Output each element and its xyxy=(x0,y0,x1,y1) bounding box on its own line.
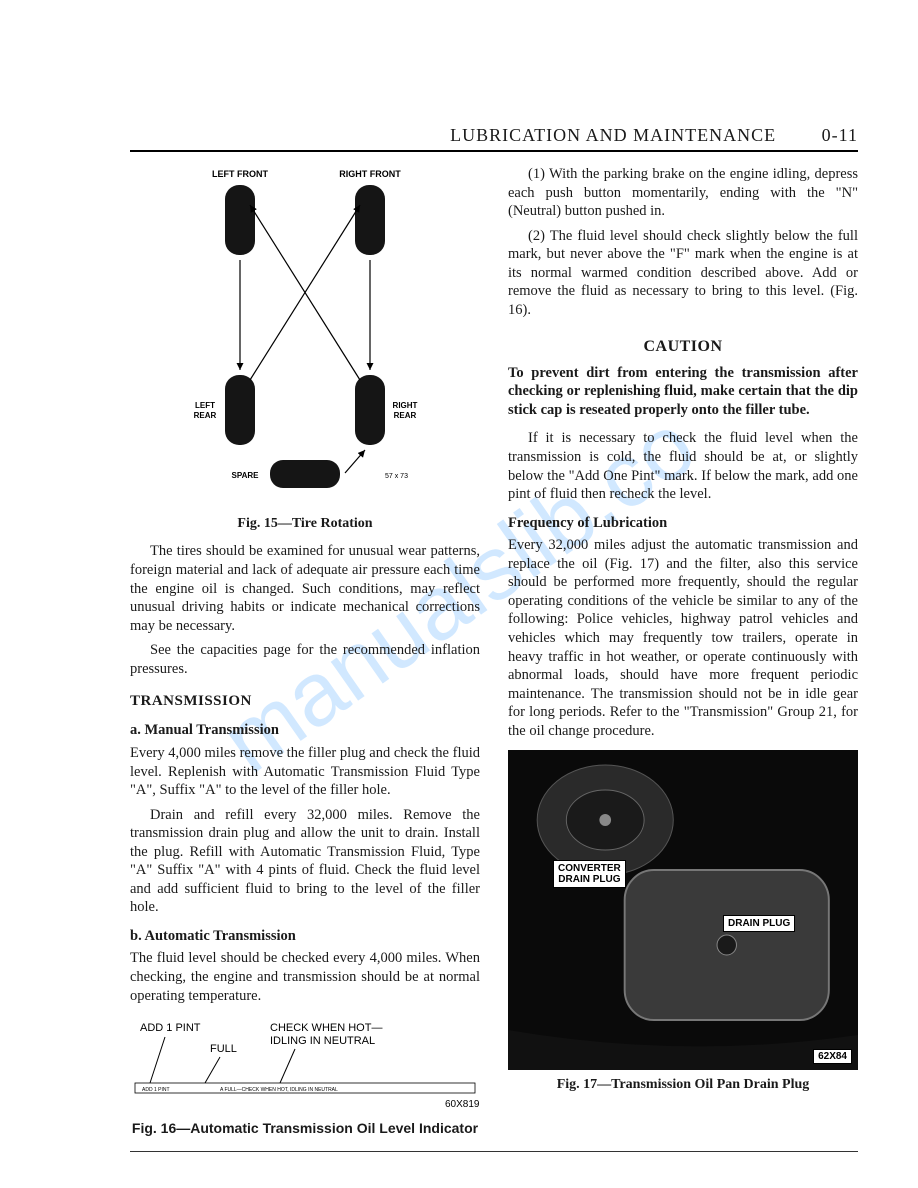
right-p1: (1) With the parking brake on the engine… xyxy=(508,165,858,221)
label-rf: RIGHT FRONT xyxy=(339,169,401,179)
fig17-code: 62X84 xyxy=(813,1049,852,1064)
label-lr2: REAR xyxy=(194,411,217,420)
label-rr2: REAR xyxy=(394,411,417,420)
heading-frequency: Frequency of Lubrication xyxy=(508,514,858,533)
tire-lf xyxy=(225,185,255,255)
leader-check xyxy=(280,1049,295,1083)
label-full: FULL xyxy=(210,1043,237,1055)
right-p2: (2) The fluid level should check slightl… xyxy=(508,227,858,320)
leader-add xyxy=(150,1037,165,1083)
label-lf: LEFT FRONT xyxy=(212,169,268,179)
label-lr1: LEFT xyxy=(195,401,215,410)
label-spare: SPARE xyxy=(232,471,260,480)
fig15: LEFT FRONT RIGHT FRONT LEFT xyxy=(130,165,480,532)
label-add: ADD 1 PINT xyxy=(140,1022,201,1034)
page: manualslib.co LUBRICATION AND MAINTENANC… xyxy=(0,0,918,1188)
left-p4: Drain and refill every 32,000 miles. Rem… xyxy=(130,806,480,917)
leader-full xyxy=(205,1057,220,1083)
oil-pan-illustration xyxy=(508,750,858,1070)
stick-text-left: ADD 1 PINT xyxy=(142,1087,170,1093)
fig17-photo: CONVERTERDRAIN PLUG DRAIN PLUG 62X84 xyxy=(508,750,858,1070)
label-rr1: RIGHT xyxy=(393,401,418,410)
page-number: 0-11 xyxy=(822,125,858,146)
fig17-caption: Fig. 17—Transmission Oil Pan Drain Plug xyxy=(508,1076,858,1094)
header-title: LUBRICATION AND MAINTENANCE xyxy=(450,125,776,146)
stick-text-mid: A FULL—CHECK WHEN HOT, IDLING IN NEUTRAL xyxy=(220,1087,338,1093)
fig16-caption: Fig. 16—Automatic Transmission Oil Level… xyxy=(130,1120,480,1138)
left-p2: See the capacities page for the recommen… xyxy=(130,641,480,678)
heading-manual: a. Manual Transmission xyxy=(130,721,480,740)
tire-lr xyxy=(225,375,255,445)
caution-heading: CAUTION xyxy=(508,337,858,357)
footer-rule xyxy=(130,1151,858,1152)
left-p1: The tires should be examined for unusual… xyxy=(130,542,480,635)
right-p4: Every 32,000 miles adjust the automatic … xyxy=(508,536,858,740)
heading-auto: b. Automatic Transmission xyxy=(130,927,480,946)
right-column: (1) With the parking brake on the engine… xyxy=(508,165,858,1138)
right-p3: If it is necessary to check the fluid le… xyxy=(508,429,858,503)
left-column: LEFT FRONT RIGHT FRONT LEFT xyxy=(130,165,480,1138)
arrow-spare-rr xyxy=(345,450,365,473)
columns: LEFT FRONT RIGHT FRONT LEFT xyxy=(130,165,858,1138)
label-drain: DRAIN PLUG xyxy=(723,915,795,932)
tire-rotation-diagram: LEFT FRONT RIGHT FRONT LEFT xyxy=(170,165,440,505)
label-check1: CHECK WHEN HOT— xyxy=(270,1022,382,1034)
page-header: LUBRICATION AND MAINTENANCE 0-11 xyxy=(130,125,858,152)
left-p3: Every 4,000 miles remove the filler plug… xyxy=(130,744,480,800)
caution-body: To prevent dirt from entering the transm… xyxy=(508,364,858,420)
tire-rr xyxy=(355,375,385,445)
dipstick-diagram: ADD 1 PINT CHECK WHEN HOT— IDLING IN NEU… xyxy=(130,1017,480,1112)
fig15-code: 57 x 73 xyxy=(385,473,408,480)
left-p5: The fluid level should be checked every … xyxy=(130,949,480,1005)
heading-transmission: TRANSMISSION xyxy=(130,692,480,711)
tire-rf xyxy=(355,185,385,255)
tire-spare xyxy=(270,460,340,488)
label-converter: CONVERTERDRAIN PLUG xyxy=(553,860,626,888)
fig16: ADD 1 PINT CHECK WHEN HOT— IDLING IN NEU… xyxy=(130,1017,480,1138)
fig15-caption: Fig. 15—Tire Rotation xyxy=(130,515,480,533)
label-check2: IDLING IN NEUTRAL xyxy=(270,1035,375,1047)
fig16-code: 60X819 xyxy=(445,1099,480,1110)
